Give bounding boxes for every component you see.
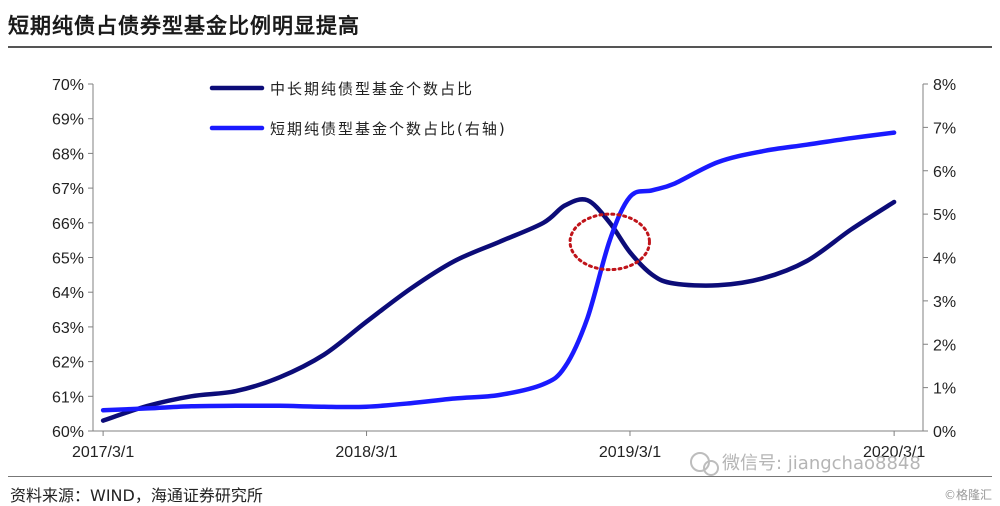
left-tick-label: 63% xyxy=(52,320,84,337)
legend: 中长期纯债型基金个数占比 短期纯债型基金个数占比(右轴) xyxy=(209,80,507,138)
right-tick-label: 5% xyxy=(933,207,956,224)
right-tick-label: 0% xyxy=(933,424,956,441)
highlight-ellipse xyxy=(568,212,651,272)
left-tick-label: 68% xyxy=(52,146,84,163)
series-line-long-term xyxy=(100,197,897,423)
x-tick-label: 2018/3/1 xyxy=(335,444,397,461)
left-tick-label: 62% xyxy=(52,355,84,372)
right-tick-label: 1% xyxy=(933,381,956,398)
left-tick-label: 69% xyxy=(52,112,84,129)
left-axis-ticks: 60% 61% 62% 63% 64% 65% 66% 67% 68% 69% 70% xyxy=(52,77,93,441)
left-tick-label: 61% xyxy=(52,389,84,406)
left-tick-label: 67% xyxy=(52,181,84,198)
x-axis-ticks: 2017/3/1 2018/3/1 2019/3/1 2020/3/1 xyxy=(72,431,925,461)
left-tick-label: 64% xyxy=(52,285,84,302)
chart-title: 短期纯债占债券型基金比例明显提高 xyxy=(8,13,360,38)
right-tick-label: 3% xyxy=(933,294,956,311)
right-tick-label: 6% xyxy=(933,164,956,181)
corner-watermark: ©格隆汇 xyxy=(943,488,992,502)
left-tick-label: 70% xyxy=(52,77,84,94)
right-tick-label: 2% xyxy=(933,337,956,354)
right-tick-label: 8% xyxy=(933,77,956,94)
source-note: 资料来源：WIND，海通证券研究所 xyxy=(10,486,263,505)
legend-label-long: 中长期纯债型基金个数占比 xyxy=(270,80,474,98)
annotation-layer xyxy=(568,212,651,272)
watermark-text: 微信号: jiangchao8848 xyxy=(722,453,921,474)
wechat-icon-bubble xyxy=(703,460,719,476)
series-layer xyxy=(100,130,897,423)
left-tick-label: 60% xyxy=(52,424,84,441)
x-tick-label: 2019/3/1 xyxy=(599,444,661,461)
footer-divider xyxy=(8,476,992,477)
legend-label-short: 短期纯债型基金个数占比(右轴) xyxy=(270,120,507,138)
right-tick-label: 7% xyxy=(933,120,956,137)
x-tick-label: 2020/3/1 xyxy=(863,444,925,461)
series-line-short-term xyxy=(100,130,897,413)
right-tick-label: 4% xyxy=(933,251,956,268)
left-tick-label: 66% xyxy=(52,216,84,233)
wechat-watermark: 微信号: jiangchao8848 xyxy=(690,452,921,476)
left-tick-label: 65% xyxy=(52,251,84,268)
chart-axes xyxy=(92,84,924,432)
x-tick-label: 2017/3/1 xyxy=(72,444,134,461)
title-divider xyxy=(8,46,992,48)
right-axis-ticks: 0% 1% 2% 3% 4% 5% 6% 7% 8% xyxy=(923,77,956,441)
